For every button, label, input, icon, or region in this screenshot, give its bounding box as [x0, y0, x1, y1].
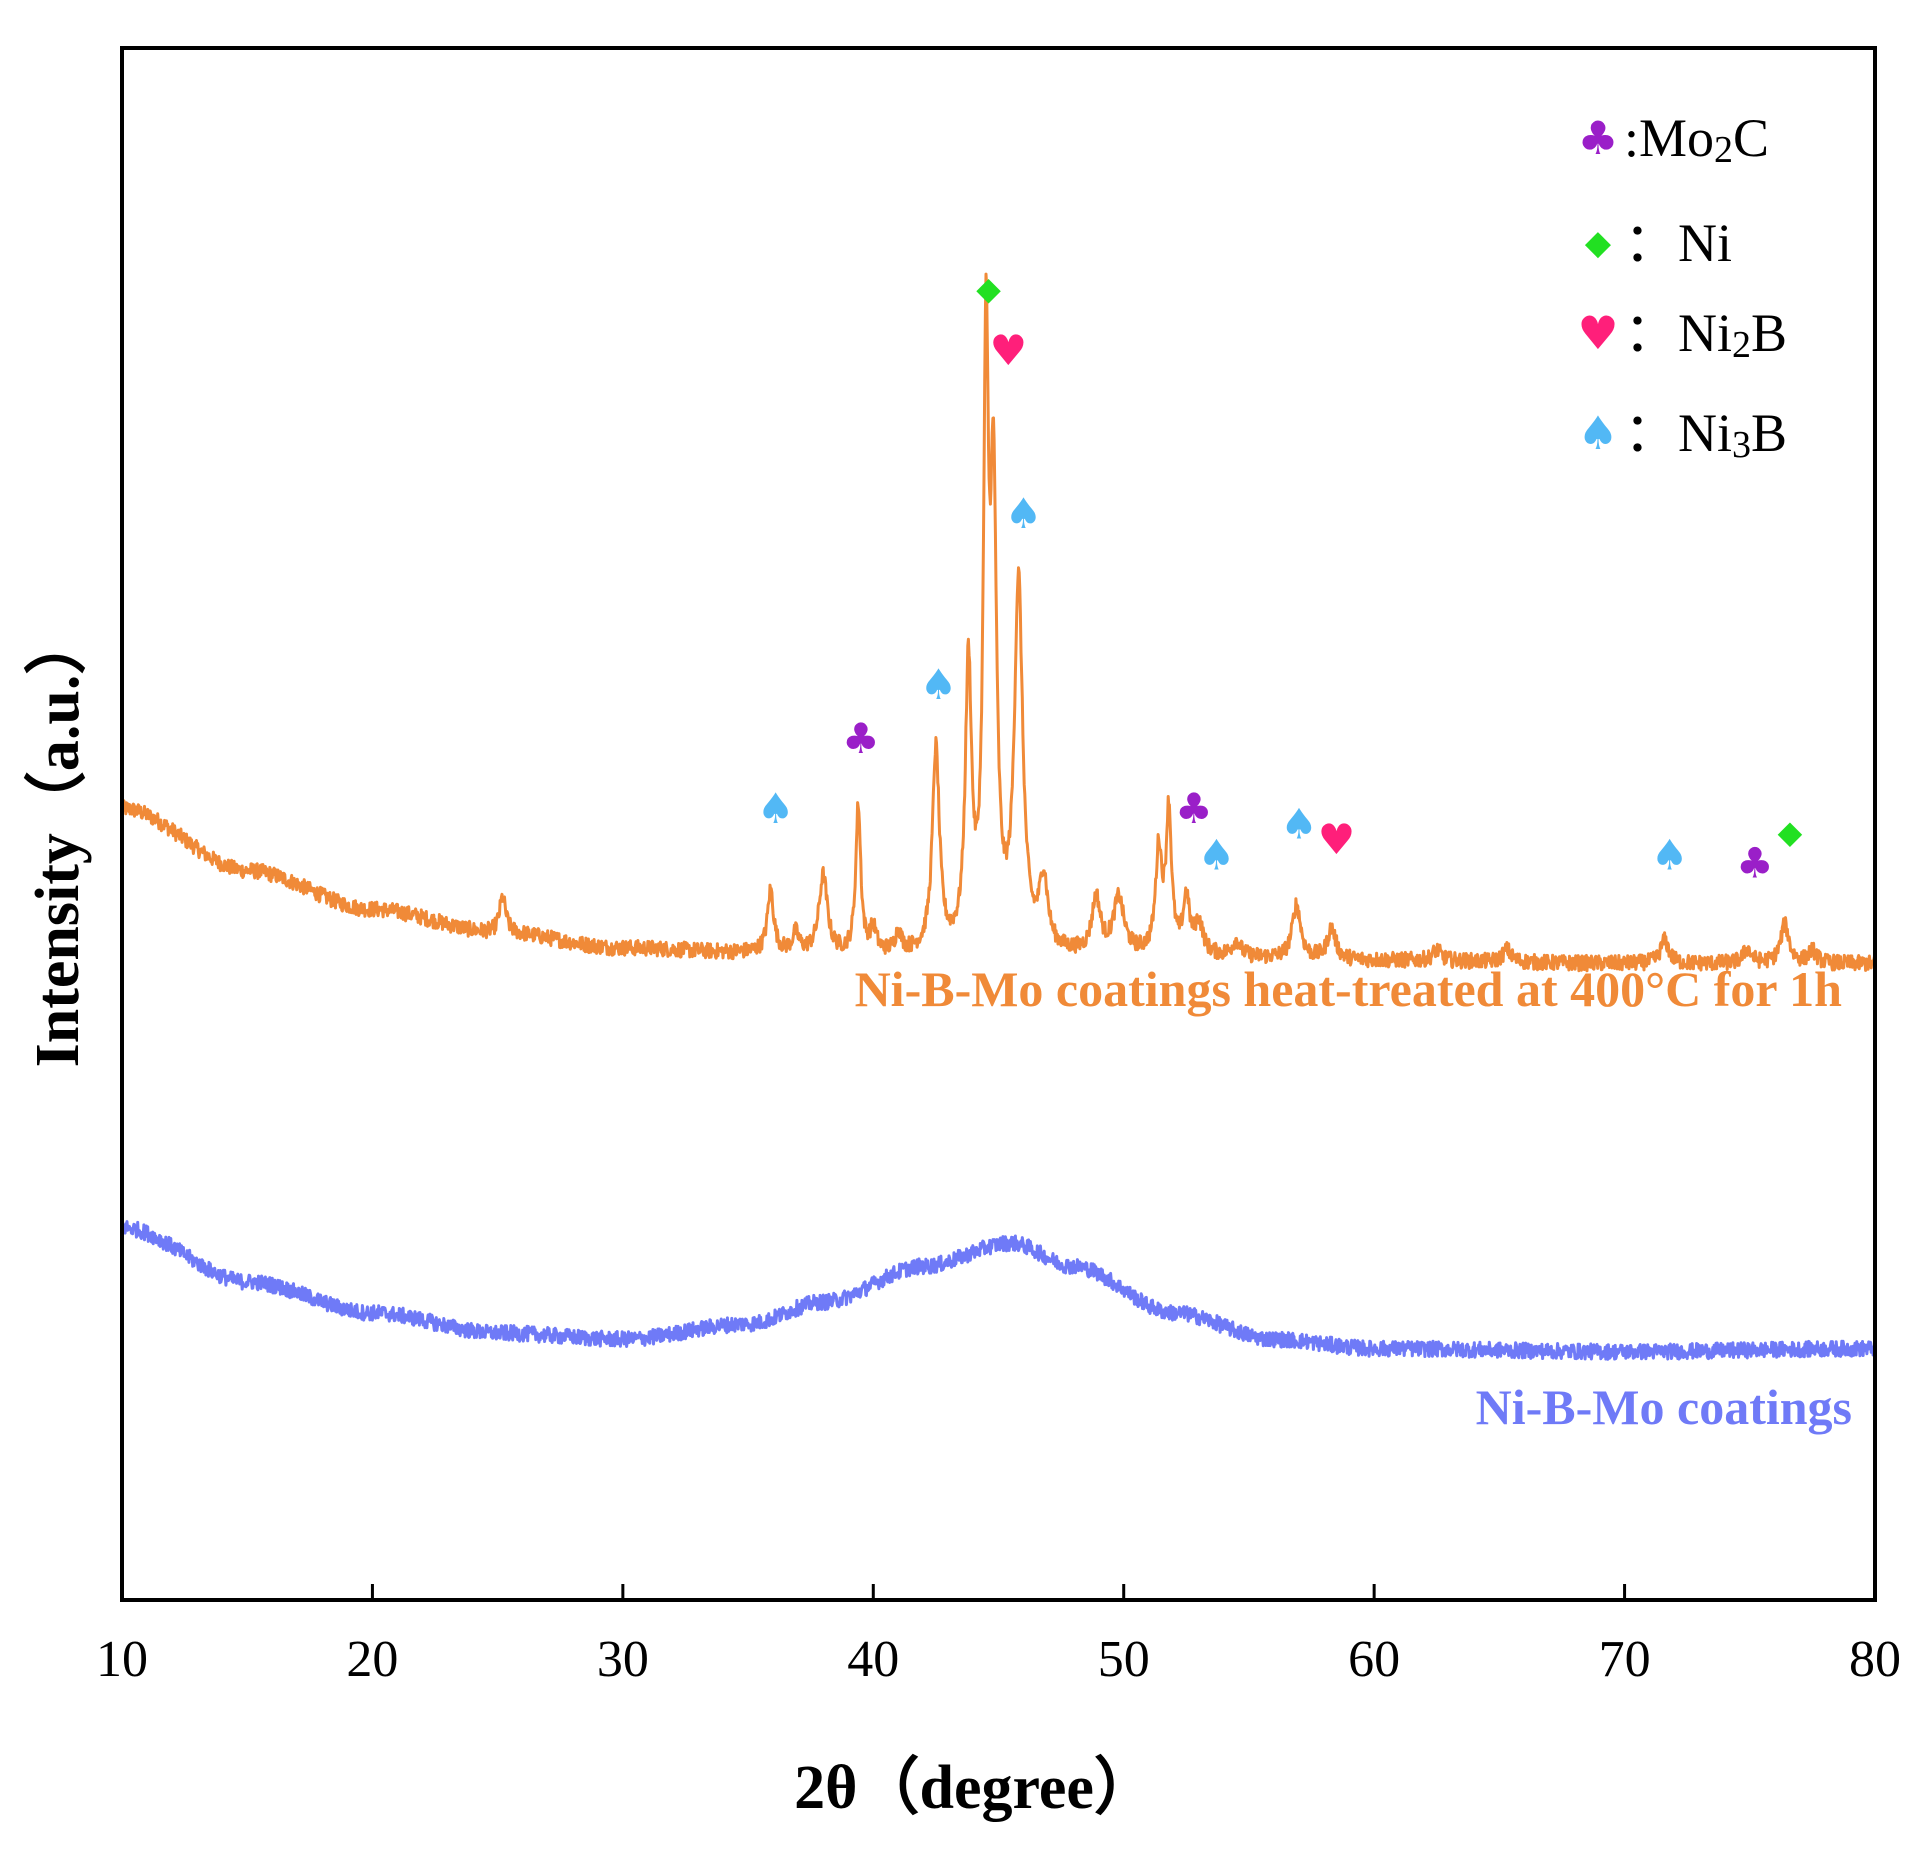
legend-club-label: :Mo2C: [1624, 108, 1769, 171]
series-line-0: [120, 272, 1877, 973]
phase-marker-diamond-4: ◆: [1778, 813, 1803, 851]
series-label-0: Ni-B-Mo coatings heat-treated at 400°C f…: [855, 961, 1843, 1017]
series-layer: [120, 272, 1877, 1361]
marker-layer: ♣♣♣◆◆♥♥♠♠♠♠♠♠: [757, 270, 1803, 888]
x-tick-label-0: 10: [96, 1631, 148, 1688]
phase-marker-diamond-3: ◆: [976, 270, 1001, 308]
phase-marker-spade-10: ♠: [1198, 831, 1236, 880]
legend-spade-label: ：Ni3B: [1624, 403, 1787, 466]
x-tick-label-3: 40: [847, 1631, 899, 1688]
legend: ♣:Mo2C ◆ ：Ni♥ ：Ni2B♠ ：Ni3B: [1577, 108, 1787, 466]
y-axis-title: Intensity（a.u.）: [22, 613, 92, 1068]
x-tick-label-7: 80: [1849, 1631, 1901, 1688]
x-tick-label-6: 70: [1599, 1631, 1651, 1688]
phase-marker-club-0: ♣: [842, 714, 880, 763]
phase-marker-spade-8: ♠: [920, 660, 958, 709]
phase-marker-spade-12: ♠: [1651, 831, 1689, 880]
phase-marker-heart-5: ♥: [990, 326, 1028, 375]
legend-heart-label: ：Ni2B: [1624, 303, 1787, 366]
series-labels: Ni-B-Mo coatings heat-treated at 400°C f…: [855, 961, 1852, 1435]
phase-marker-club-2: ♣: [1736, 838, 1774, 887]
x-tick-label-4: 50: [1098, 1631, 1150, 1688]
legend-diamond-icon: ◆: [1585, 223, 1612, 263]
series-line-1: [120, 1220, 1877, 1361]
plot-frame: [120, 46, 1877, 1602]
x-axis: 10 20 30 40 50 60 70 80: [96, 1584, 1901, 1688]
x-tick-label-5: 60: [1348, 1631, 1400, 1688]
legend-spade-icon: ♠: [1577, 406, 1618, 460]
legend-diamond-label: ：Ni: [1624, 213, 1732, 273]
phase-marker-spade-11: ♠: [1280, 800, 1318, 849]
phase-marker-club-1: ♣: [1175, 784, 1213, 833]
phase-marker-spade-7: ♠: [757, 784, 795, 833]
x-tick-label-2: 30: [597, 1631, 649, 1688]
legend-heart-icon: ♥: [1577, 306, 1618, 360]
x-tick-label-1: 20: [346, 1631, 398, 1688]
legend-club-icon: ♣: [1577, 111, 1618, 165]
phase-marker-spade-9: ♠: [1005, 489, 1043, 538]
x-axis-title: 2θ（degree）: [794, 1752, 1156, 1822]
series-label-1: Ni-B-Mo coatings: [1476, 1379, 1852, 1435]
phase-marker-heart-6: ♥: [1318, 815, 1356, 864]
